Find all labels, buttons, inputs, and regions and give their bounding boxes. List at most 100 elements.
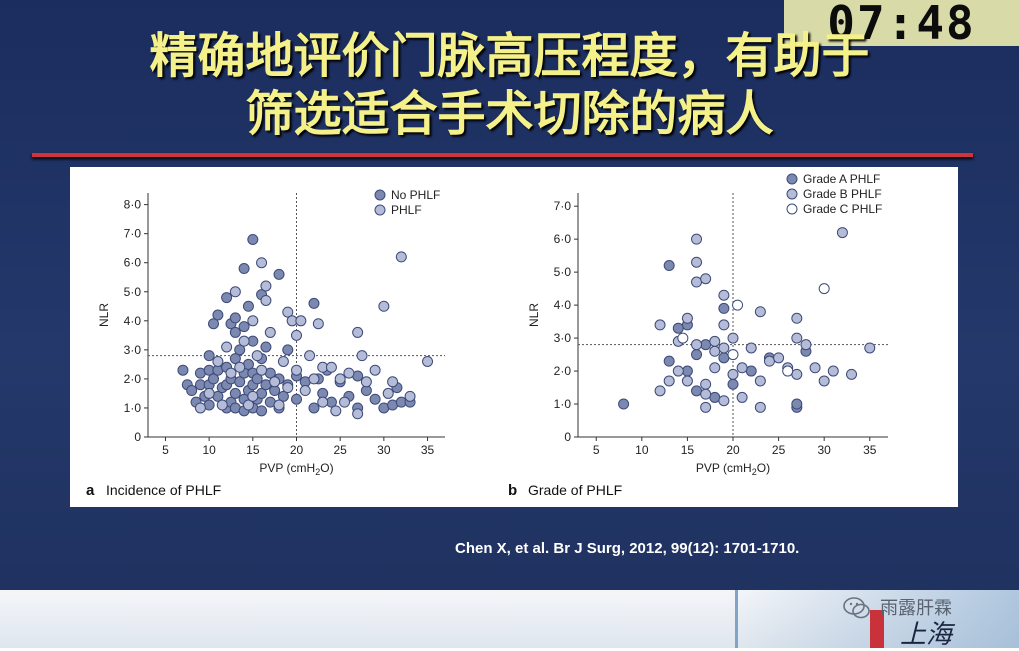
panel-a-point-light xyxy=(225,367,237,379)
panel-a-point-dark xyxy=(308,297,320,309)
panel-b-letter: b xyxy=(508,482,517,499)
panel-a-point-dark xyxy=(369,393,381,405)
panel-a-point-dark xyxy=(203,350,215,362)
panel-a-point-light xyxy=(343,367,355,379)
panel-b-point-dark xyxy=(663,355,675,367)
panel-b-point-open xyxy=(782,365,794,377)
countdown-timer: 07:48 xyxy=(784,0,1019,46)
panel-b-y-tick-label: 7·0 xyxy=(554,199,572,213)
panel-a-x-tick-label: 30 xyxy=(377,443,391,457)
slide-title-line-1: 精确地评价门脉高压程度，有助于 xyxy=(149,28,870,84)
panel-b-point-light xyxy=(754,401,766,413)
panel-a-point-dark xyxy=(251,373,263,385)
panel-b-x-tick-label: 10 xyxy=(635,443,649,457)
panel-a-point-dark xyxy=(282,344,294,356)
red-seal xyxy=(870,610,884,648)
panel-a-point-light xyxy=(404,390,416,402)
panel-a-point-light xyxy=(352,408,364,420)
title-underline xyxy=(32,153,973,157)
panel-b-legend-marker xyxy=(786,173,798,185)
panel-a-point-light xyxy=(352,326,364,338)
panel-a-legend-label: No PHLF xyxy=(391,188,440,202)
panel-a-point-dark xyxy=(291,393,302,405)
panel-a-y-tick-label: 1·0 xyxy=(124,401,142,415)
panel-a-point-dark xyxy=(208,318,220,330)
panel-a-point-light xyxy=(325,361,337,373)
panel-b-point-light xyxy=(791,332,803,344)
citation-text: Chen X, et al. Br J Surg, 2012, 99(12): … xyxy=(455,540,800,557)
panel-b-point-dark xyxy=(691,385,703,397)
panel-a-point-dark xyxy=(238,321,250,333)
panel-b-point-light xyxy=(864,342,876,354)
panel-a-point-dark xyxy=(212,309,224,321)
panel-b-point-light xyxy=(700,401,712,413)
panel-a-point-dark xyxy=(208,373,220,385)
panel-a-point-dark xyxy=(234,344,246,356)
slide-title-line-2: 筛选适合手术切除的病人 xyxy=(245,86,774,142)
panel-a-point-light xyxy=(277,355,289,367)
panel-a-point-dark xyxy=(229,312,241,324)
panel-b-point-light xyxy=(691,276,703,288)
panel-b-point-dark xyxy=(745,365,757,377)
tv-tower-image xyxy=(735,590,738,648)
panel-b-point-light xyxy=(709,362,721,374)
panel-b-point-light xyxy=(700,378,712,390)
panel-b-x-tick-label: 5 xyxy=(593,443,600,457)
panel-a-point-dark xyxy=(247,233,259,245)
panel-a-point-light xyxy=(247,390,259,402)
panel-a-point-dark xyxy=(229,387,241,399)
panel-a-point-dark xyxy=(177,364,189,376)
panel-b-point-dark xyxy=(700,339,712,351)
panel-a-point-light xyxy=(269,376,281,388)
panel-b-point-light xyxy=(654,385,666,397)
panel-b-point-light xyxy=(727,332,739,344)
panel-a-point-light xyxy=(264,326,276,338)
panel-b-y-axis-label: NLR xyxy=(527,303,541,327)
panel-a-point-light xyxy=(360,376,372,388)
panel-a-point-light xyxy=(339,396,351,408)
panel-a-y-tick-label: 2·0 xyxy=(124,372,142,386)
panel-b-point-light xyxy=(718,319,730,331)
panel-a-point-dark xyxy=(229,353,241,365)
panel-a-point-light xyxy=(256,364,268,376)
panel-a-point-dark xyxy=(221,292,233,304)
panel-b-point-light xyxy=(691,256,703,268)
panel-a-point-light xyxy=(242,399,254,411)
panel-a-point-light xyxy=(251,350,263,362)
panel-a-x-tick-label: 15 xyxy=(246,443,260,457)
panel-a-point-dark xyxy=(308,402,320,414)
panel-b-point-light xyxy=(791,368,803,380)
panel-b-point-light xyxy=(763,355,775,367)
panel-b-point-open xyxy=(732,299,744,311)
panel-b-point-light xyxy=(791,312,803,324)
panel-a-y-axis-label: NLR xyxy=(97,303,111,327)
panel-a-point-light xyxy=(312,318,324,330)
panel-a-point-light xyxy=(317,396,329,408)
panel-b-point-light xyxy=(691,233,703,245)
panel-b-point-light xyxy=(663,375,675,387)
panel-a-point-light xyxy=(304,350,316,362)
panel-b-point-light xyxy=(809,362,821,374)
panel-a-y-tick-label: 7·0 xyxy=(124,227,142,241)
panel-b-x-tick-label: 35 xyxy=(863,443,877,457)
panel-a-point-light xyxy=(387,376,399,388)
panel-a-x-tick-label: 5 xyxy=(162,443,169,457)
panel-b-point-light xyxy=(754,306,766,318)
panel-b-point-dark xyxy=(663,260,675,272)
wechat-icon xyxy=(843,597,870,619)
panel-b-point-light xyxy=(736,391,748,403)
panel-a-y-tick-label: 3·0 xyxy=(124,343,142,357)
panel-a-point-light xyxy=(273,399,285,411)
panel-a-point-light xyxy=(291,364,302,376)
panel-b-point-light xyxy=(773,352,785,364)
panel-a-point-dark xyxy=(238,263,250,275)
panel-b-point-light xyxy=(718,342,730,354)
panel-a-point-light xyxy=(382,387,394,399)
panel-b-point-light xyxy=(800,339,812,351)
panel-a-point-light xyxy=(334,373,346,385)
panel-b-y-tick-label: 4·0 xyxy=(554,298,572,312)
panel-b-point-dark xyxy=(681,365,693,377)
panel-b-point-light xyxy=(754,375,766,387)
panel-a-point-light xyxy=(330,405,342,417)
panel-b-point-light xyxy=(718,289,730,301)
